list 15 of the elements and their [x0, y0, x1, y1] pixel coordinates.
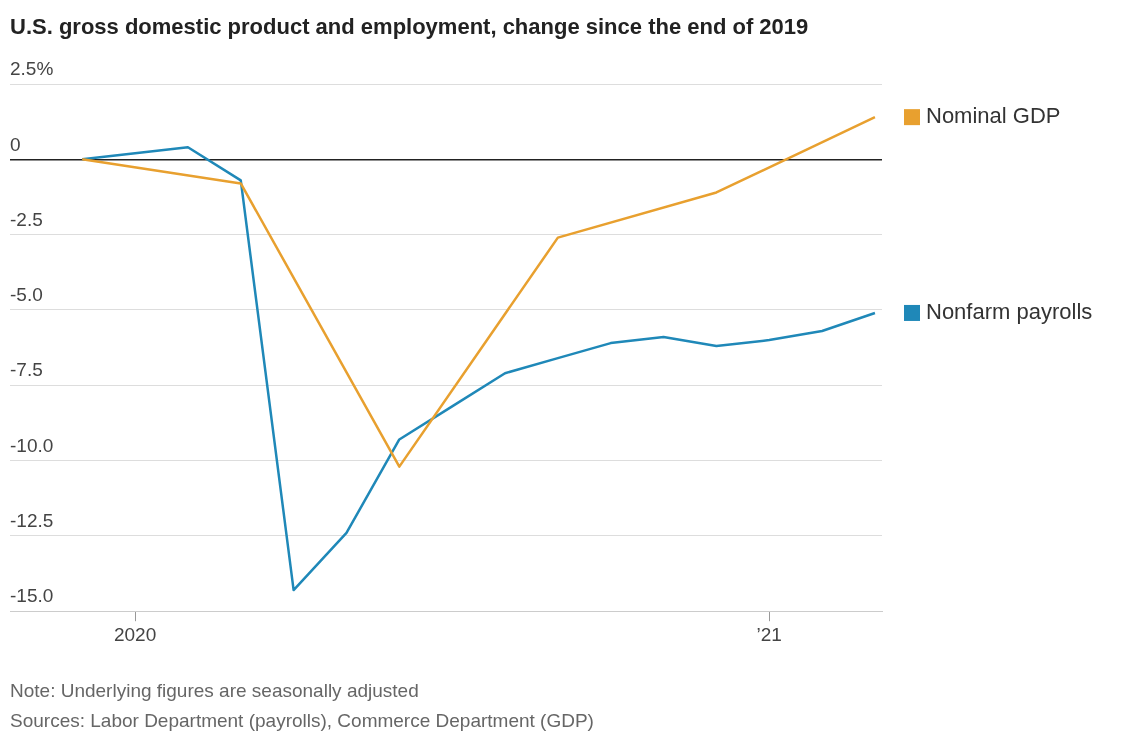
legend-label: Nonfarm payrolls [926, 299, 1093, 325]
y-tick-label: -10.0 [10, 434, 54, 456]
y-tick-label: -2.5 [10, 208, 43, 230]
y-tick-label: 2.5% [10, 58, 54, 80]
y-tick-label: 0 [10, 133, 21, 155]
chart-title: U.S. gross domestic product and employment, change since the end of 2019 [10, 14, 809, 40]
y-tick-label: -7.5 [10, 359, 43, 381]
y-tick-label: -12.5 [10, 510, 54, 532]
x-tick-label: ’21 [756, 623, 782, 645]
x-tick-label: 2020 [113, 623, 157, 645]
text: Note: Underlying figures are seasonally adjusted [10, 679, 420, 703]
y-tick-label: -5.0 [10, 284, 43, 306]
legend-label: Nominal GDP [926, 103, 1061, 129]
source-note: Sources: Labor Department (payrolls), Commerce Department (GDP) [10, 709, 594, 733]
y-tick-label: -15.0 [10, 585, 54, 607]
